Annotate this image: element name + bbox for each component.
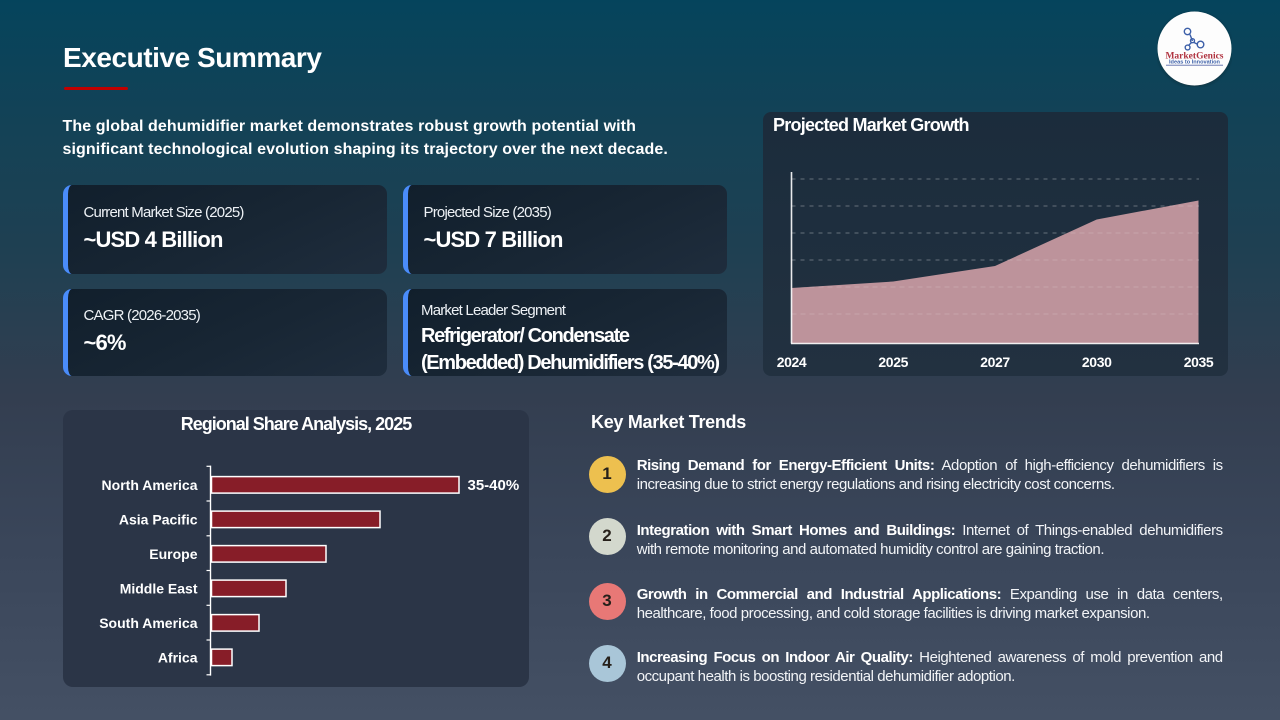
- svg-text:2027: 2027: [980, 354, 1010, 370]
- svg-text:South America: South America: [99, 615, 197, 631]
- svg-text:Asia Pacific: Asia Pacific: [119, 512, 198, 528]
- svg-text:35-40%: 35-40%: [468, 477, 520, 494]
- svg-text:Europe: Europe: [149, 546, 197, 562]
- svg-text:2035: 2035: [1184, 354, 1214, 370]
- svg-text:Ideas to Innovation: Ideas to Innovation: [1169, 60, 1221, 66]
- svg-text:2030: 2030: [1082, 354, 1112, 370]
- svg-text:2024: 2024: [777, 354, 807, 370]
- svg-text:Middle East: Middle East: [120, 581, 198, 597]
- svg-text:Africa: Africa: [158, 650, 198, 666]
- svg-text:2025: 2025: [878, 354, 908, 370]
- svg-text:North America: North America: [102, 477, 198, 493]
- svg-text:MarketGenics: MarketGenics: [1165, 52, 1223, 62]
